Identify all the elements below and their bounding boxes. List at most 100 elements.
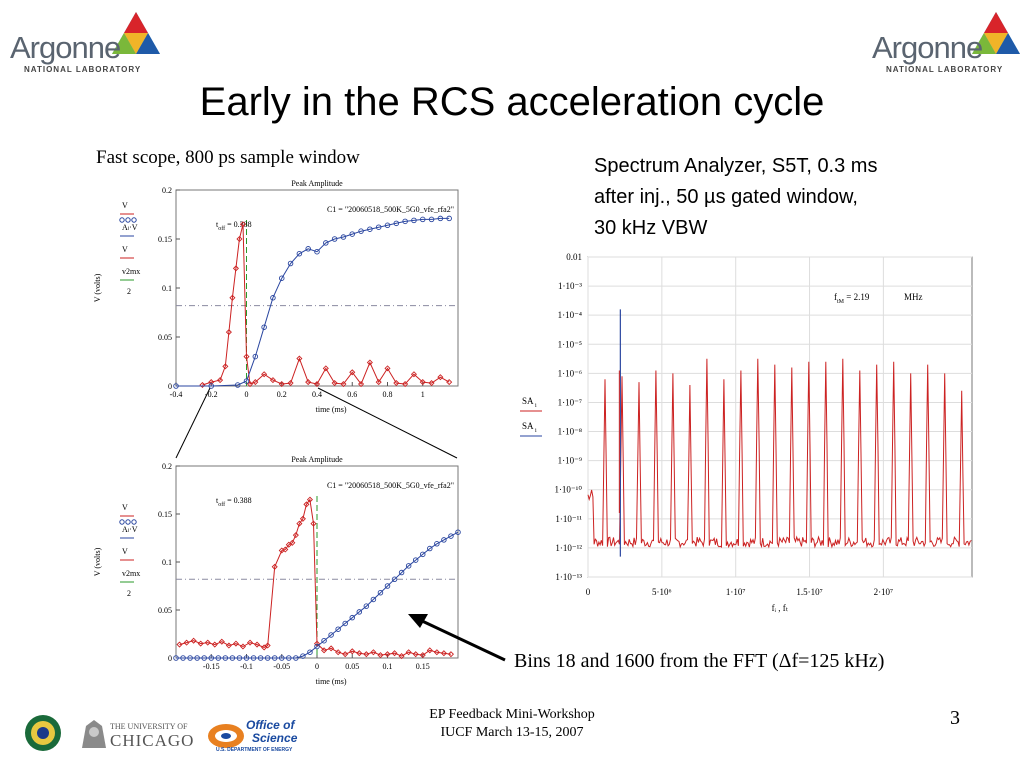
science-bottom: Science bbox=[252, 731, 298, 745]
argonne-wordmark: Argonne bbox=[10, 30, 121, 65]
blue-data-point bbox=[314, 643, 320, 650]
red-data-point bbox=[232, 265, 239, 272]
blue-data-point bbox=[307, 649, 313, 655]
red-data-point bbox=[375, 379, 382, 386]
red-data-point bbox=[239, 221, 247, 228]
x-tick-label: 1.5·10⁷ bbox=[796, 587, 822, 597]
spectrum-chart: 0.01 1·10⁻³ 1·10⁻⁴ 1·10⁻⁵ 1·10⁻⁶ 1·10⁻⁷ 1·10⁻⁸… bbox=[520, 252, 973, 613]
spectrum-label-line3: 30 kHz VBW bbox=[594, 217, 708, 239]
blue-data-point bbox=[323, 240, 329, 246]
y-tick-label: 0.01 bbox=[566, 252, 582, 262]
chart-title: Peak Amplitude bbox=[291, 179, 343, 188]
red-data-point bbox=[398, 653, 405, 660]
red-data-point bbox=[269, 377, 276, 384]
footer-line1: EP Feedback Mini-Workshop bbox=[429, 707, 595, 722]
blue-data-point bbox=[296, 250, 303, 257]
blue-data-point bbox=[300, 653, 306, 659]
ftm-annotation: ftM = 2.19 bbox=[834, 292, 870, 305]
argonne-logo-left: Argonne NATIONAL LABORATORY bbox=[10, 10, 160, 74]
red-data-point bbox=[313, 381, 321, 388]
blue-data-point bbox=[305, 246, 311, 252]
legend-marker bbox=[125, 217, 131, 223]
toff-label: toff = 0.388 bbox=[216, 496, 252, 508]
red-data-point bbox=[261, 644, 268, 651]
red-data-point bbox=[349, 369, 356, 376]
red-data-point bbox=[289, 539, 296, 546]
red-data-point bbox=[366, 359, 373, 366]
blue-data-point bbox=[270, 295, 276, 301]
office-of-science-logo: Office of Science U.S. DEPARTMENT OF ENE… bbox=[206, 716, 306, 756]
red-data-point bbox=[271, 563, 278, 570]
red-data-point bbox=[349, 648, 356, 655]
blue-data-point bbox=[340, 234, 347, 240]
blue-data-point bbox=[278, 275, 285, 281]
red-data-point bbox=[236, 235, 243, 243]
blue-data-point bbox=[349, 231, 356, 237]
footer-line2: IUCF March 13-15, 2007 bbox=[440, 725, 584, 740]
blue-data-point bbox=[314, 248, 320, 255]
red-data-point bbox=[246, 381, 254, 388]
x-tick-label: 1·10⁷ bbox=[726, 587, 746, 597]
blue-data-point bbox=[384, 583, 391, 589]
y-tick-label: 1·10⁻¹⁰ bbox=[554, 485, 582, 495]
blue-data-point bbox=[342, 620, 348, 627]
x-tick-label: -0.4 bbox=[170, 390, 183, 399]
red-series-line bbox=[202, 224, 450, 386]
red-data-point bbox=[363, 651, 370, 658]
slide-title: Early in the RCS acceleration cycle bbox=[199, 80, 825, 124]
file-annotation: C1 = "20060518_500K_5G0_vfe_rfa2" bbox=[327, 205, 454, 214]
red-data-point bbox=[306, 496, 313, 503]
footer: EP Feedback Mini-Workshop IUCF March 13-… bbox=[380, 706, 644, 742]
blue-data-point bbox=[420, 216, 426, 223]
red-data-point bbox=[402, 381, 409, 388]
red-data-point bbox=[292, 532, 299, 539]
red-data-point bbox=[252, 379, 259, 386]
blue-data-point bbox=[363, 603, 370, 609]
x-tick-label: 0.15 bbox=[416, 662, 430, 671]
blue-data-point bbox=[201, 655, 207, 661]
y-tick-label: 1·10⁻⁵ bbox=[558, 339, 582, 349]
y-tick-label: 0.2 bbox=[162, 186, 172, 195]
y-tick-label: 0 bbox=[168, 382, 172, 391]
legend-fraction: 2 bbox=[127, 589, 131, 598]
red-data-point bbox=[419, 379, 426, 386]
x-axis-label: time (ms) bbox=[316, 677, 347, 686]
legend-sub: i bbox=[535, 428, 537, 434]
red-data-point bbox=[393, 380, 400, 387]
blue-data-point bbox=[434, 541, 440, 547]
legend-label: V bbox=[122, 245, 128, 254]
red-data-point bbox=[287, 380, 294, 387]
x-tick-label: 2·10⁷ bbox=[874, 587, 894, 597]
plot-frame bbox=[175, 189, 459, 387]
blue-data-point bbox=[428, 216, 435, 223]
legend-label: V bbox=[122, 201, 128, 210]
x-tick-label: 0 bbox=[315, 662, 319, 671]
blue-data-point bbox=[215, 655, 222, 661]
red-data-point bbox=[296, 520, 303, 527]
doe-seal-icon bbox=[25, 715, 61, 751]
red-data-point bbox=[328, 645, 335, 652]
argonne-logo-right: Argonne NATIONAL LABORATORY bbox=[872, 10, 1022, 74]
red-data-point bbox=[176, 641, 183, 648]
y-tick-label: 1·10⁻⁹ bbox=[558, 456, 582, 466]
blue-data-point bbox=[321, 637, 327, 644]
blue-data-point bbox=[391, 576, 398, 583]
blue-data-point bbox=[222, 655, 229, 661]
red-data-point bbox=[358, 381, 365, 388]
red-data-point bbox=[264, 642, 271, 649]
blue-data-point bbox=[208, 383, 214, 389]
legend-marker bbox=[131, 519, 137, 525]
red-data-point bbox=[211, 641, 218, 648]
x-tick-label: 0.8 bbox=[383, 390, 393, 399]
red-data-point bbox=[232, 640, 239, 647]
x-axis-label: time (ms) bbox=[316, 405, 347, 414]
science-sub: U.S. DEPARTMENT OF ENERGY bbox=[216, 747, 293, 753]
red-data-point bbox=[239, 643, 247, 650]
x-tick-label: -0.1 bbox=[240, 662, 253, 671]
blue-data-point bbox=[250, 655, 257, 661]
doe-seal bbox=[24, 714, 62, 757]
blue-data-point bbox=[370, 596, 377, 603]
red-data-point bbox=[285, 541, 292, 548]
blue-data-point bbox=[420, 551, 426, 558]
x-tick-label: 0.1 bbox=[383, 662, 393, 671]
